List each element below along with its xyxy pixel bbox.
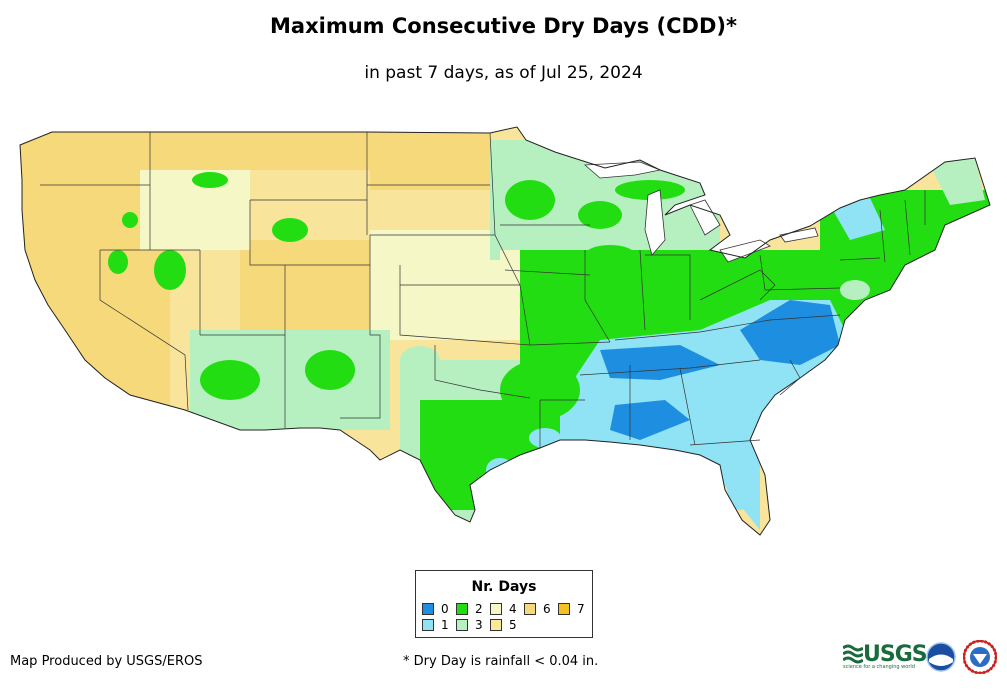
legend-swatch-3 [456, 619, 468, 631]
usgs-tagline: science for a changing world [843, 664, 915, 670]
legend-label-1: 1 [441, 618, 449, 632]
map-subtitle: in past 7 days, as of Jul 25, 2024 [364, 63, 643, 83]
produced-by: Map Produced by USGS/EROS [10, 654, 203, 669]
legend-label-3: 3 [475, 618, 483, 632]
legend-swatch-4 [490, 603, 502, 615]
legend-label-5: 5 [509, 618, 517, 632]
legend: Nr. Days 0 1 2 3 4 5 6 7 [415, 570, 593, 638]
nws-logo-icon [963, 640, 997, 674]
map-title: Maximum Consecutive Dry Days (CDD)* [270, 14, 737, 38]
legend-swatch-7 [558, 603, 570, 615]
legend-swatch-5 [490, 619, 502, 631]
usgs-wave-icon [843, 644, 863, 664]
legend-swatch-2 [456, 603, 468, 615]
legend-label-7: 7 [577, 602, 585, 616]
usgs-logo: USGS science for a changing world [843, 642, 928, 670]
legend-label-2: 2 [475, 602, 483, 616]
noaa-logo-icon [926, 642, 956, 672]
legend-swatch-0 [422, 603, 434, 615]
state-borders [40, 132, 926, 448]
legend-label-4: 4 [509, 602, 517, 616]
great-lakes [583, 161, 819, 263]
legend-swatch-1 [422, 619, 434, 631]
dry-day-note: * Dry Day is rainfall < 0.04 in. [403, 654, 599, 669]
legend-label-0: 0 [441, 602, 449, 616]
legend-title: Nr. Days [471, 579, 537, 595]
usgs-wordmark: USGS [863, 642, 928, 667]
legend-swatch-6 [524, 603, 536, 615]
legend-label-6: 6 [543, 602, 551, 616]
